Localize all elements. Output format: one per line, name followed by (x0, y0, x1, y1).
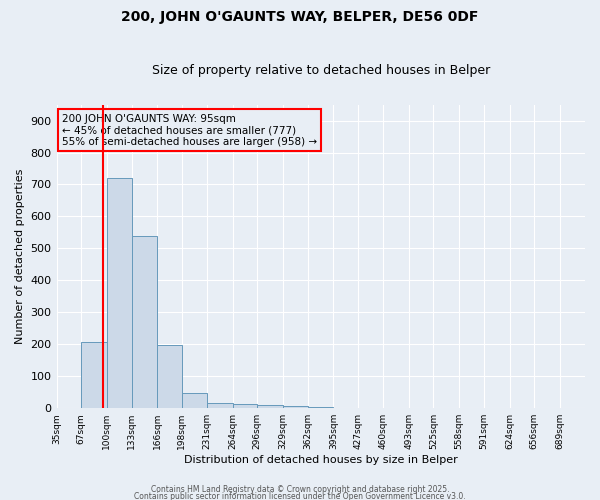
Bar (157, 345, 182, 408)
Bar (283, 406, 308, 408)
Text: Contains public sector information licensed under the Open Government Licence v3: Contains public sector information licen… (134, 492, 466, 500)
Bar (132, 236, 157, 408)
Text: 200, JOHN O'GAUNTS WAY, BELPER, DE56 0DF: 200, JOHN O'GAUNTS WAY, BELPER, DE56 0DF (121, 10, 479, 24)
Text: Contains HM Land Registry data © Crown copyright and database right 2025.: Contains HM Land Registry data © Crown c… (151, 486, 449, 494)
Bar (81, 342, 107, 408)
Bar (257, 405, 283, 408)
Bar (208, 403, 233, 408)
Text: 200 JOHN O'GAUNTS WAY: 95sqm
← 45% of detached houses are smaller (777)
55% of s: 200 JOHN O'GAUNTS WAY: 95sqm ← 45% of de… (62, 114, 317, 147)
Y-axis label: Number of detached properties: Number of detached properties (15, 168, 25, 344)
Bar (182, 393, 208, 408)
Bar (107, 178, 132, 408)
X-axis label: Distribution of detached houses by size in Belper: Distribution of detached houses by size … (184, 455, 458, 465)
Bar (233, 404, 257, 408)
Title: Size of property relative to detached houses in Belper: Size of property relative to detached ho… (152, 64, 490, 77)
Bar (308, 406, 334, 408)
